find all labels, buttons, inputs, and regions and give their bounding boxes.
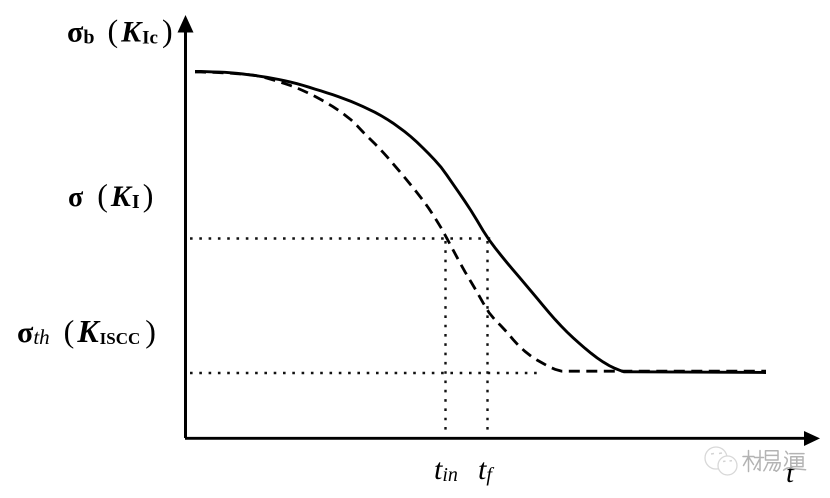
- svg-text:σ(KI): σ(KI): [68, 177, 153, 213]
- svg-text:t: t: [786, 457, 795, 489]
- svg-text:tin: tin: [434, 453, 458, 486]
- svg-text:tf: tf: [478, 453, 494, 486]
- svg-text:σth(KISCC): σth (KISCC): [17, 313, 156, 349]
- svg-text:σb(KIc): σb(KIc): [67, 13, 173, 49]
